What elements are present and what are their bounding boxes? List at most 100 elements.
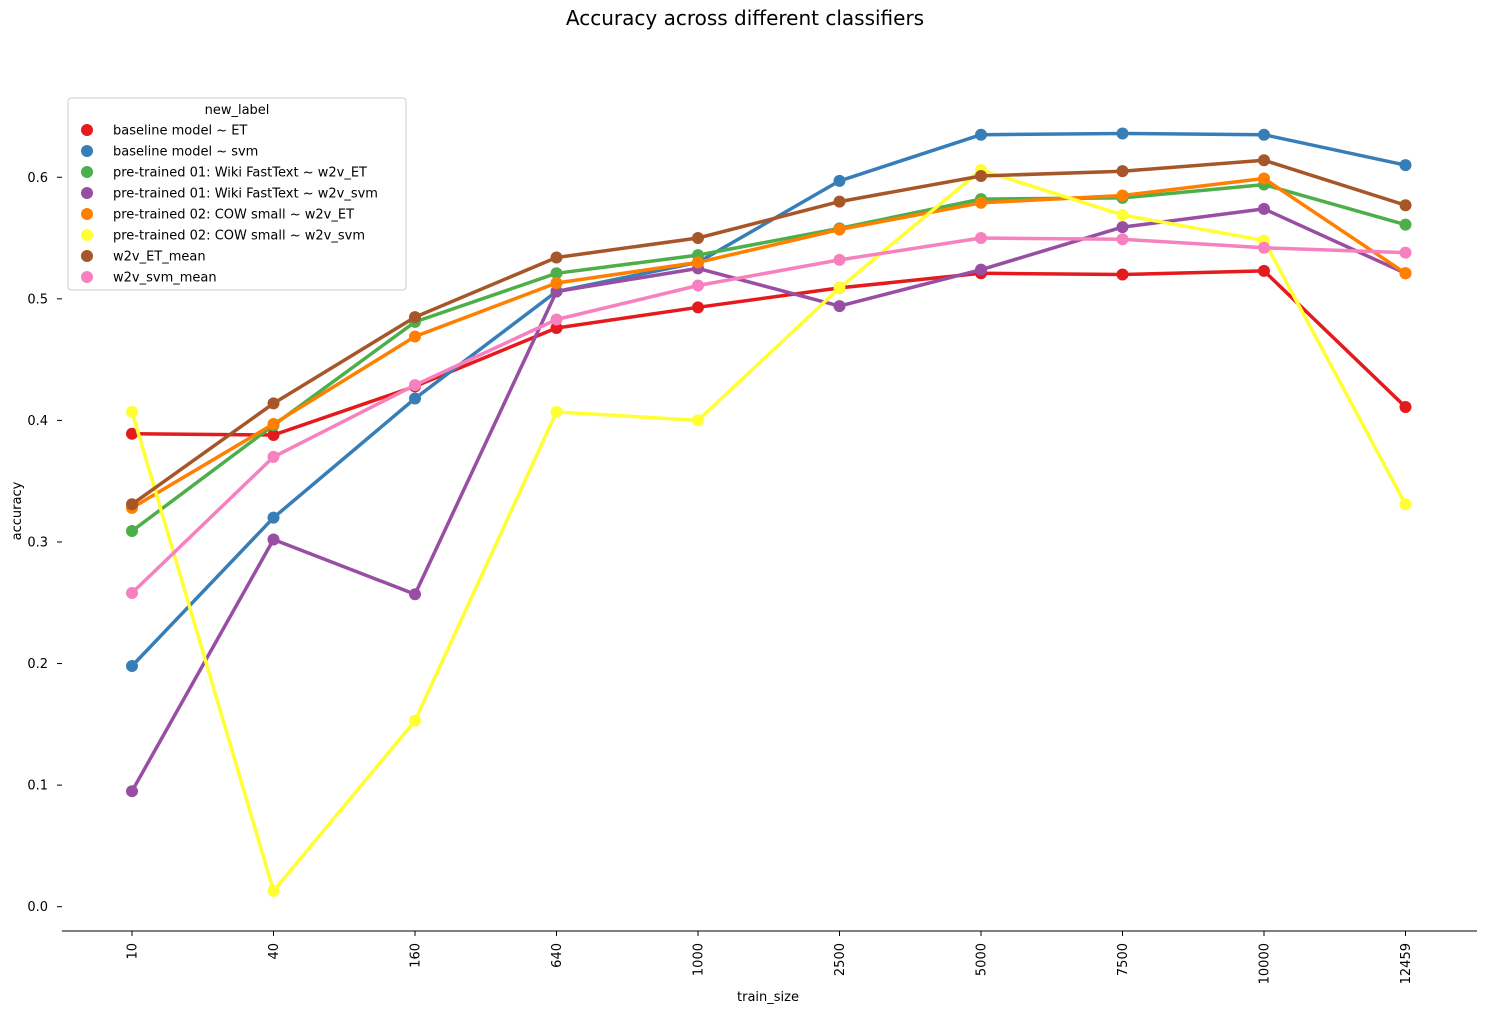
series-line <box>130 207 1408 793</box>
y-axis: 0.0 0.1 0.2 0.3 0.4 0.5 0.6 <box>27 171 62 915</box>
series-line <box>130 158 1408 507</box>
data-point <box>1399 218 1412 231</box>
x-tick-label: 10 <box>126 943 141 960</box>
data-point <box>692 232 704 245</box>
legend-marker <box>81 229 93 241</box>
legend-marker <box>81 271 93 283</box>
series-line <box>130 168 1408 893</box>
y-tick-label: 0.3 <box>27 535 48 550</box>
data-point <box>1399 267 1412 280</box>
data-point <box>1399 498 1412 511</box>
series-line <box>130 131 1408 668</box>
legend: new_label baseline model ~ ET baseline mo… <box>67 97 407 291</box>
y-tick-label: 0.0 <box>27 900 48 915</box>
legend-marker <box>81 166 93 178</box>
data-point <box>267 397 280 410</box>
y-tick-label: 0.2 <box>27 657 48 672</box>
data-point <box>409 714 421 727</box>
y-tick-label: 0.5 <box>27 292 48 307</box>
data-point <box>975 170 987 183</box>
series-line <box>130 182 1408 533</box>
data-point <box>409 588 421 601</box>
legend-label: pre-trained 02: COW small ~ w2v_svm <box>113 229 365 244</box>
data-point <box>692 301 704 314</box>
x-tick-label: 1000 <box>692 943 707 976</box>
legend-label: w2v_svm_mean <box>113 271 217 286</box>
y-tick-label: 0.4 <box>27 414 48 429</box>
data-point <box>692 414 704 427</box>
legend-label: pre-trained 01: Wiki FastText ~ w2v_ET <box>113 166 367 181</box>
legend-label: pre-trained 02: COW small ~ w2v_ET <box>113 208 354 223</box>
legend-label: w2v_ET_mean <box>113 250 206 265</box>
data-point <box>833 195 846 208</box>
data-point <box>1116 208 1129 221</box>
x-tick-label: 7500 <box>1116 943 1131 976</box>
y-tick-label: 0.1 <box>27 779 48 794</box>
data-point <box>550 322 563 335</box>
legend-marker <box>81 187 93 199</box>
data-point <box>1116 189 1129 202</box>
legend-frame <box>67 97 407 291</box>
data-point <box>409 379 421 392</box>
data-point <box>126 498 138 511</box>
legend-marker <box>81 250 93 262</box>
data-point <box>550 313 563 326</box>
x-tick-label: 640 <box>550 943 565 968</box>
data-point <box>550 277 563 290</box>
data-point <box>975 128 987 141</box>
y-axis-label: accuracy <box>10 481 25 540</box>
legend-marker <box>81 124 93 136</box>
data-point <box>1258 128 1270 141</box>
data-point <box>833 174 846 187</box>
data-point <box>409 392 421 405</box>
data-point <box>1116 127 1129 140</box>
data-point <box>975 196 987 209</box>
data-point <box>1116 233 1129 246</box>
legend-label: baseline model ~ ET <box>113 124 247 139</box>
data-point <box>833 300 846 313</box>
data-point <box>692 256 704 269</box>
legend-marker <box>81 145 93 157</box>
data-point <box>975 232 987 245</box>
series-5 <box>126 163 1412 897</box>
data-point <box>267 418 280 431</box>
chart-title: Accuracy across different classifiers <box>566 6 924 30</box>
data-point <box>267 511 280 524</box>
data-point <box>126 785 138 798</box>
data-point <box>1116 268 1129 281</box>
data-point <box>975 263 987 276</box>
data-point <box>409 330 421 343</box>
legend-label: baseline model ~ svm <box>113 145 258 160</box>
legend-label: pre-trained 01: Wiki FastText ~ w2v_svm <box>113 187 378 202</box>
data-point <box>1399 159 1412 172</box>
x-axis: 10 40 160 640 1000 2500 5000 7500 10000 12459 <box>62 930 1477 984</box>
data-point <box>550 405 563 418</box>
series-7 <box>126 232 1412 600</box>
data-point <box>833 253 846 266</box>
legend-marker <box>81 208 93 220</box>
data-point <box>126 427 138 440</box>
data-point <box>1258 154 1270 167</box>
series-6 <box>126 154 1412 511</box>
data-point <box>267 428 280 441</box>
data-point <box>1258 202 1270 215</box>
data-point <box>550 251 563 264</box>
data-point <box>126 659 138 672</box>
data-point <box>550 285 563 298</box>
data-point <box>1116 221 1129 234</box>
legend-title: new_label <box>205 103 270 118</box>
x-axis-label: train_size <box>737 990 799 1005</box>
series-line <box>130 176 1408 510</box>
series-4 <box>126 172 1412 514</box>
data-point <box>1258 172 1270 185</box>
series-line <box>130 236 1408 595</box>
data-point <box>1399 401 1412 414</box>
data-point <box>1116 165 1129 178</box>
series-line <box>130 269 1408 437</box>
data-point <box>833 281 846 294</box>
x-tick-label: 2500 <box>833 943 848 976</box>
data-point <box>692 279 704 292</box>
data-point <box>267 533 280 546</box>
x-tick-label: 5000 <box>975 943 990 976</box>
